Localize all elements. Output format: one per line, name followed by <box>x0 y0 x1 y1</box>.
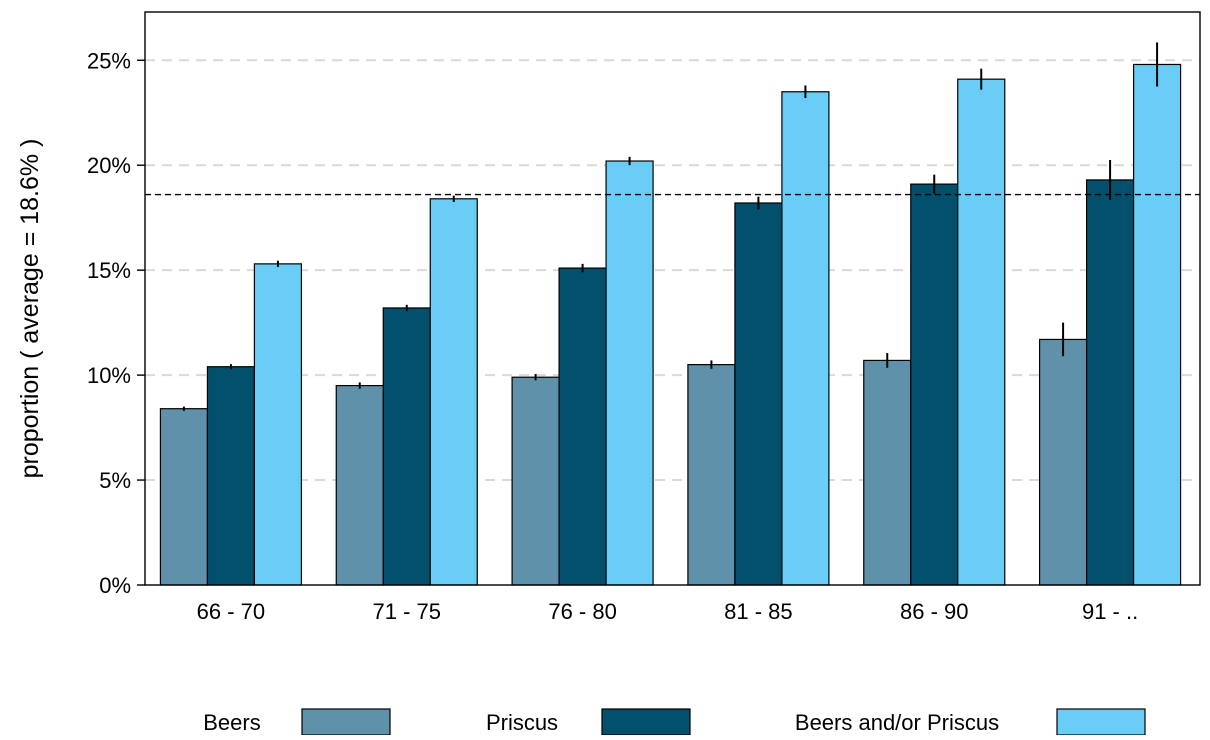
bar <box>335 385 384 586</box>
bar <box>863 359 912 586</box>
y-tick-label: 15% <box>87 258 131 283</box>
bar <box>605 160 654 586</box>
legend-swatch <box>1056 708 1146 736</box>
y-tick-label: 5% <box>99 468 131 493</box>
bars <box>159 42 1182 586</box>
bar <box>206 366 256 586</box>
bar <box>910 183 959 586</box>
bar <box>1132 63 1182 586</box>
bar <box>253 263 303 586</box>
x-tick-label: 66 - 70 <box>197 599 266 624</box>
bar <box>781 91 830 586</box>
bar <box>429 198 478 586</box>
legend-swatch <box>601 708 691 736</box>
legend-swatch <box>301 708 391 736</box>
plot-frame <box>144 11 1201 586</box>
x-tick-label: 71 - 75 <box>373 599 442 624</box>
x-tick-label: 76 - 80 <box>548 599 617 624</box>
legend-label: Beers <box>203 710 260 735</box>
y-tick-label: 0% <box>99 573 131 598</box>
legend-label: Priscus <box>486 710 558 735</box>
legend: Beers Priscus Beers and/or Priscus <box>203 708 1146 736</box>
y-tick-label: 20% <box>87 153 131 178</box>
y-tick-label: 10% <box>87 363 131 388</box>
legend-label: Beers and/or Priscus <box>795 710 999 735</box>
x-tick-label: 91 - .. <box>1082 599 1138 624</box>
bar <box>558 267 607 586</box>
x-tick-label: 86 - 90 <box>900 599 969 624</box>
bar <box>957 78 1006 586</box>
x-tick-label: 81 - 85 <box>724 599 793 624</box>
axes: 0% 5% 10% 15% 20% 25% 66 - 70 71 - 75 76 - 80 81 … <box>16 11 1201 624</box>
y-axis-label: proportion ( average = 18.6% ) <box>16 139 44 479</box>
bar <box>1085 179 1135 586</box>
y-tick-label: 25% <box>87 48 131 73</box>
grid-lines <box>145 59 1200 482</box>
bar <box>382 307 431 586</box>
bar <box>734 202 783 586</box>
bar <box>511 376 560 586</box>
bar <box>159 408 209 586</box>
bar <box>687 364 736 586</box>
bar <box>1038 338 1088 586</box>
